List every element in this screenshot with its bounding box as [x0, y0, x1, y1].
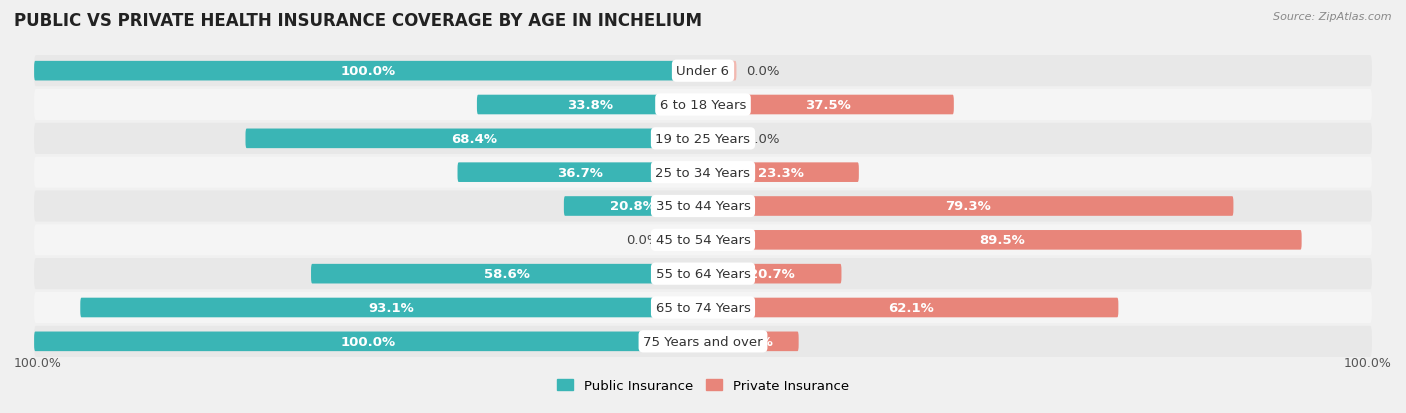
FancyBboxPatch shape — [34, 157, 1372, 188]
Text: 20.7%: 20.7% — [749, 268, 796, 280]
FancyBboxPatch shape — [477, 95, 703, 115]
Legend: Public Insurance, Private Insurance: Public Insurance, Private Insurance — [553, 374, 853, 398]
FancyBboxPatch shape — [246, 129, 703, 149]
FancyBboxPatch shape — [703, 264, 841, 284]
Text: 37.5%: 37.5% — [806, 99, 851, 112]
Text: 75 Years and over: 75 Years and over — [643, 335, 763, 348]
FancyBboxPatch shape — [34, 191, 1372, 222]
FancyBboxPatch shape — [34, 332, 703, 351]
Text: Under 6: Under 6 — [676, 65, 730, 78]
FancyBboxPatch shape — [34, 123, 1372, 154]
Text: 45 to 54 Years: 45 to 54 Years — [655, 234, 751, 247]
Text: 100.0%: 100.0% — [14, 356, 62, 369]
FancyBboxPatch shape — [34, 259, 1372, 290]
FancyBboxPatch shape — [703, 197, 1233, 216]
Text: 20.8%: 20.8% — [610, 200, 657, 213]
FancyBboxPatch shape — [34, 326, 1372, 357]
Text: 35 to 44 Years: 35 to 44 Years — [655, 200, 751, 213]
Text: 6 to 18 Years: 6 to 18 Years — [659, 99, 747, 112]
FancyBboxPatch shape — [703, 230, 1302, 250]
FancyBboxPatch shape — [669, 230, 703, 250]
Text: 68.4%: 68.4% — [451, 133, 498, 145]
Text: Source: ZipAtlas.com: Source: ZipAtlas.com — [1274, 12, 1392, 22]
Text: 100.0%: 100.0% — [1344, 356, 1392, 369]
Text: 0.0%: 0.0% — [747, 133, 780, 145]
FancyBboxPatch shape — [34, 62, 703, 81]
Text: 19 to 25 Years: 19 to 25 Years — [655, 133, 751, 145]
FancyBboxPatch shape — [457, 163, 703, 183]
Text: 23.3%: 23.3% — [758, 166, 804, 179]
Text: 55 to 64 Years: 55 to 64 Years — [655, 268, 751, 280]
Text: 0.0%: 0.0% — [747, 65, 780, 78]
Text: 62.1%: 62.1% — [887, 301, 934, 314]
FancyBboxPatch shape — [34, 90, 1372, 121]
FancyBboxPatch shape — [703, 332, 799, 351]
Text: 100.0%: 100.0% — [342, 65, 396, 78]
FancyBboxPatch shape — [34, 292, 1372, 323]
FancyBboxPatch shape — [311, 264, 703, 284]
FancyBboxPatch shape — [703, 163, 859, 183]
Text: 89.5%: 89.5% — [980, 234, 1025, 247]
FancyBboxPatch shape — [34, 56, 1372, 87]
Text: PUBLIC VS PRIVATE HEALTH INSURANCE COVERAGE BY AGE IN INCHELIUM: PUBLIC VS PRIVATE HEALTH INSURANCE COVER… — [14, 12, 702, 30]
FancyBboxPatch shape — [703, 62, 737, 81]
Text: 0.0%: 0.0% — [626, 234, 659, 247]
Text: 58.6%: 58.6% — [484, 268, 530, 280]
Text: 25 to 34 Years: 25 to 34 Years — [655, 166, 751, 179]
FancyBboxPatch shape — [80, 298, 703, 318]
Text: 36.7%: 36.7% — [557, 166, 603, 179]
Text: 65 to 74 Years: 65 to 74 Years — [655, 301, 751, 314]
FancyBboxPatch shape — [703, 298, 1118, 318]
FancyBboxPatch shape — [564, 197, 703, 216]
Text: 33.8%: 33.8% — [567, 99, 613, 112]
Text: 79.3%: 79.3% — [945, 200, 991, 213]
FancyBboxPatch shape — [34, 225, 1372, 256]
Text: 100.0%: 100.0% — [342, 335, 396, 348]
Text: 93.1%: 93.1% — [368, 301, 415, 314]
FancyBboxPatch shape — [703, 129, 737, 149]
FancyBboxPatch shape — [703, 95, 953, 115]
Text: 14.3%: 14.3% — [728, 335, 773, 348]
